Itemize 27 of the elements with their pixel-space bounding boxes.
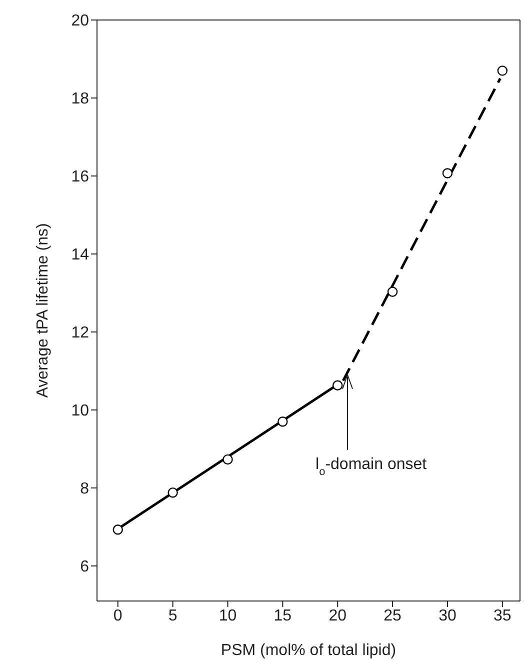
annotation: l$_{o}$-domain onset xyxy=(316,456,428,478)
x-tick-label: 0 xyxy=(113,607,122,624)
x-axis-title: PSM (mol% of total lipid) xyxy=(220,642,396,659)
x-tick-label: 10 xyxy=(218,607,237,624)
x-tick-label: 30 xyxy=(438,607,456,624)
point xyxy=(497,66,508,76)
y-tick-label: 20 xyxy=(71,12,90,30)
y-tick-label: 10 xyxy=(71,402,90,420)
y-tick-label: 16 xyxy=(71,168,90,186)
x-tick-label: 5 xyxy=(168,607,178,624)
point xyxy=(442,168,453,178)
x-tick-label: 15 xyxy=(274,607,292,624)
point xyxy=(112,524,123,535)
point xyxy=(278,416,288,427)
x-tick-label: 25 xyxy=(384,607,402,624)
x-tick-label: 20 xyxy=(328,607,347,624)
point xyxy=(387,286,398,297)
point xyxy=(222,454,233,465)
x-tick-label: 35 xyxy=(494,607,512,624)
y-tick-label: 12 xyxy=(71,324,90,342)
point xyxy=(332,380,343,390)
y-axis-title: Average tPA lifetime (ns) xyxy=(34,223,52,398)
y-tick-label: 8 xyxy=(80,480,90,498)
y-tick-label: 18 xyxy=(71,90,90,108)
point xyxy=(168,487,178,498)
y-tick-label: 6 xyxy=(80,558,90,576)
y-tick-label: 14 xyxy=(71,246,90,264)
